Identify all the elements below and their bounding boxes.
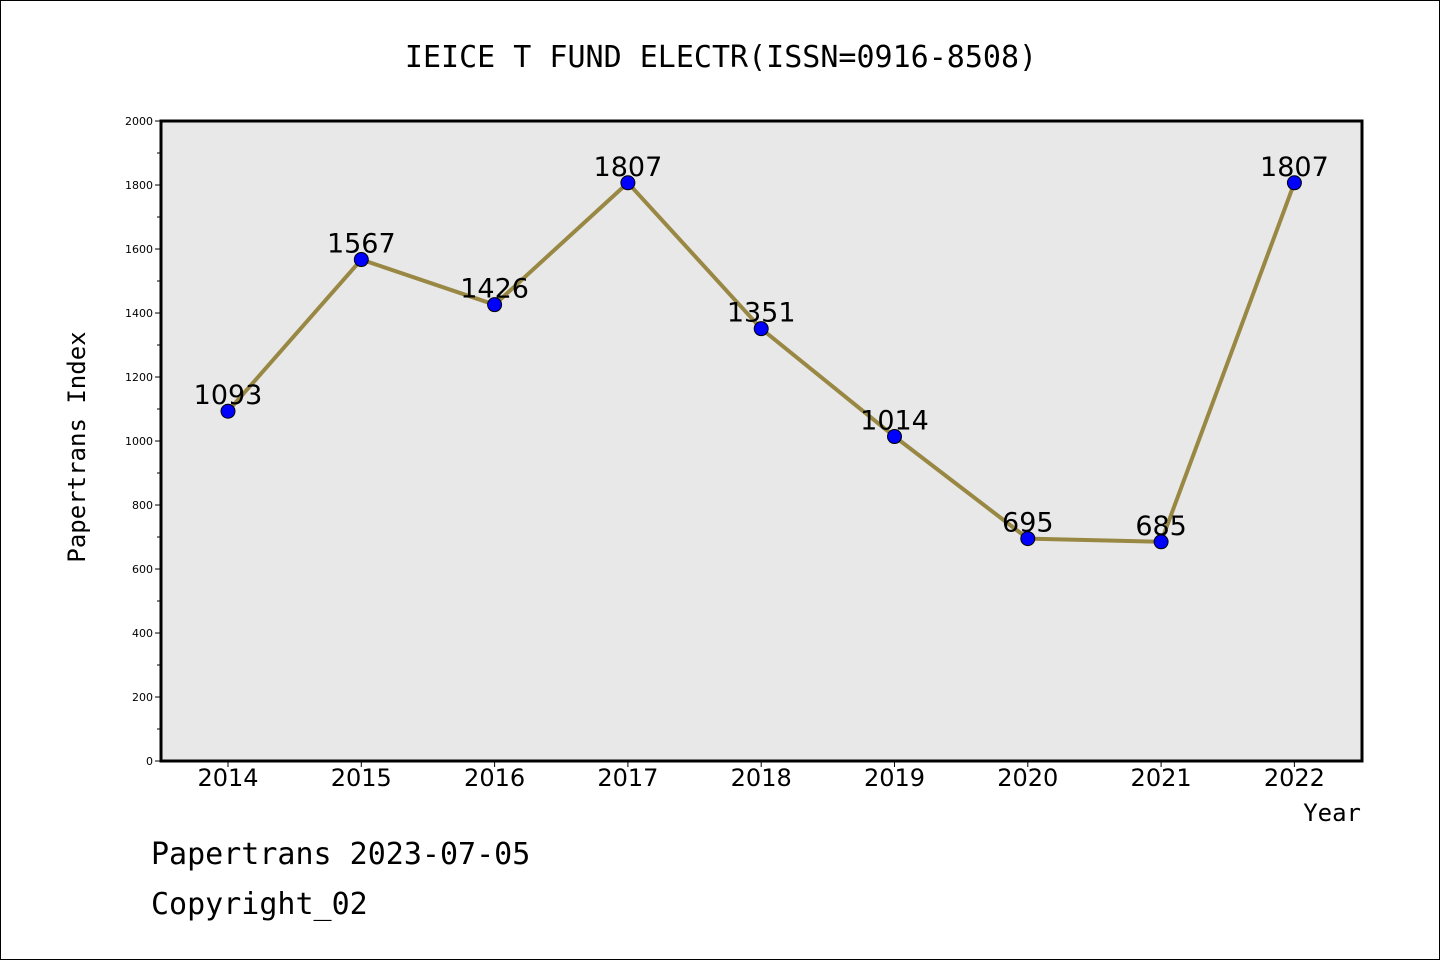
data-label: 1567	[327, 229, 396, 260]
x-tick-label: 2019	[864, 764, 925, 792]
data-label: 1351	[727, 298, 796, 329]
chart-title: IEICE T FUND ELECTR(ISSN=0916-8508)	[405, 40, 1037, 75]
data-label: 1093	[194, 380, 263, 411]
x-tick-label: 2014	[197, 764, 258, 792]
data-point	[1286, 175, 1302, 191]
y-tick-label: 1800	[125, 179, 153, 192]
y-axis: 0 200 400 600 800 1000 1200 1400 1600 1800 2000	[125, 115, 161, 768]
x-tick-label: 2020	[997, 764, 1058, 792]
data-label: 695	[1002, 508, 1054, 539]
y-tick-label: 0	[146, 755, 153, 768]
x-tick-label: 2018	[731, 764, 792, 792]
y-tick-label: 1400	[125, 307, 153, 320]
data-point	[1020, 531, 1036, 547]
data-label: 685	[1135, 511, 1187, 542]
data-point	[1153, 534, 1169, 550]
data-labels: 1093 1567 1426 1807 1351 1014 695 685 1807	[194, 152, 1329, 542]
data-point	[353, 252, 369, 268]
data-point	[887, 429, 902, 445]
x-axis: 2014 2015 2016 2017 2018 2019 2020 2021 2022	[197, 761, 1325, 792]
data-label: 1807	[1260, 152, 1329, 183]
data-point	[620, 175, 636, 191]
y-axis-title: Papertrans Index	[63, 331, 91, 562]
footer-date: Papertrans 2023-07-05	[151, 837, 531, 872]
y-tick-label: 2000	[125, 115, 153, 128]
y-tick-label: 200	[132, 691, 153, 704]
x-tick-label: 2017	[597, 764, 658, 792]
y-tick-label: 1000	[125, 435, 153, 448]
plot-area	[159, 119, 1364, 763]
x-axis-title: Year	[1303, 799, 1361, 827]
x-tick-label: 2015	[331, 764, 392, 792]
y-tick-label: 1600	[125, 243, 153, 256]
y-tick-label: 800	[132, 499, 153, 512]
data-point	[753, 321, 769, 337]
footer-copyright: Copyright_02	[151, 887, 368, 922]
data-label: 1807	[594, 152, 663, 183]
y-tick-label: 400	[132, 627, 153, 640]
x-tick-label: 2016	[464, 764, 525, 792]
x-tick-label: 2022	[1264, 764, 1325, 792]
y-tick-label: 1200	[125, 371, 153, 384]
data-points	[220, 175, 1302, 550]
data-label: 1014	[860, 406, 929, 437]
data-label: 1426	[460, 274, 529, 305]
x-tick-label: 2021	[1131, 764, 1192, 792]
y-tick-label: 600	[132, 563, 153, 576]
data-point	[487, 297, 503, 313]
data-point	[220, 403, 236, 419]
